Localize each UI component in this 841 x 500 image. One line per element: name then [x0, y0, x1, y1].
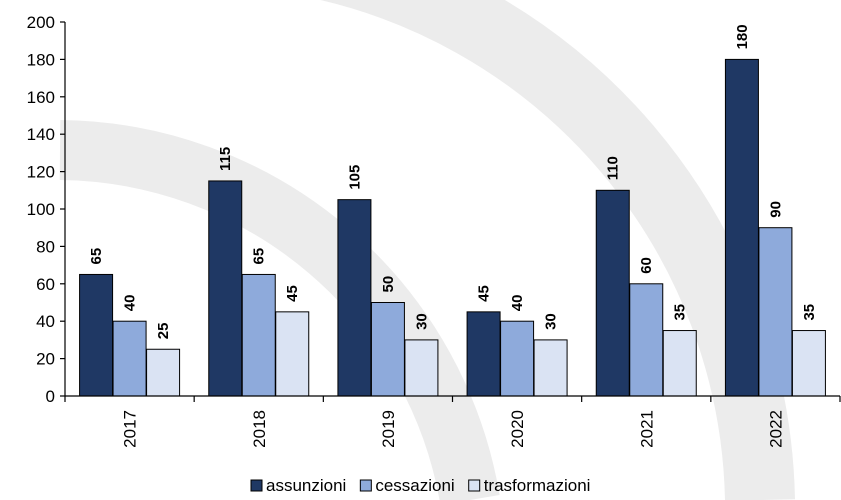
category-label-2018: 2018	[250, 410, 269, 448]
data-label-assunzioni-2019: 105	[346, 165, 363, 190]
bar-cessazioni-2020	[500, 320, 535, 397]
legend-label-cessazioni: cessazioni	[375, 476, 454, 495]
plot-area: 65 40 25 115 65 45 105 50 30 45 40 30 110 60 35 180 90 35	[79, 24, 826, 397]
bar-trasformazioni-2021	[662, 330, 697, 397]
bar-trasformazioni-2017	[146, 348, 181, 397]
y-tick-label: 180	[27, 50, 55, 69]
y-tick-label: 140	[27, 125, 55, 144]
data-label-assunzioni-2021: 110	[605, 156, 622, 180]
bar-assunzioni-2020	[466, 311, 501, 397]
data-label-assunzioni-2017: 65	[88, 248, 105, 265]
legend-swatch-trasformazioni	[468, 479, 481, 492]
bar-cessazioni-2017	[112, 320, 147, 397]
legend: assunzioni cessazioni trasformazioni	[250, 476, 591, 495]
bar-trasformazioni-2022	[791, 330, 826, 397]
bar-assunzioni-2021	[595, 189, 630, 397]
bar-trasformazioni-2020	[533, 339, 568, 397]
data-label-assunzioni-2022: 180	[734, 24, 751, 49]
bar-trasformazioni-2019	[404, 339, 439, 397]
bar-cessazioni-2022	[758, 227, 793, 397]
bar-assunzioni-2017	[79, 273, 114, 397]
y-tick-label: 40	[36, 312, 55, 331]
data-label-cessazioni-2020: 40	[509, 295, 526, 312]
data-label-cessazioni-2018: 65	[251, 248, 268, 265]
data-label-assunzioni-2018: 115	[217, 147, 234, 171]
data-label-cessazioni-2019: 50	[380, 276, 397, 293]
bar-trasformazioni-2018	[275, 311, 310, 397]
legend-label-assunzioni: assunzioni	[266, 476, 346, 495]
data-label-assunzioni-2020: 45	[476, 285, 493, 302]
data-label-trasformazioni-2020: 30	[543, 313, 560, 330]
data-label-cessazioni-2017: 40	[122, 295, 139, 312]
legend-label-trasformazioni: trasformazioni	[484, 476, 591, 495]
y-tick-label: 100	[27, 200, 55, 219]
data-label-trasformazioni-2022: 35	[801, 304, 818, 321]
y-tick-label: 200	[27, 13, 55, 32]
category-label-2020: 2020	[508, 410, 527, 448]
bar-assunzioni-2018	[208, 180, 243, 397]
data-label-trasformazioni-2017: 25	[155, 323, 172, 340]
category-label-2017: 2017	[121, 410, 140, 448]
category-label-2021: 2021	[637, 410, 656, 448]
legend-swatch-assunzioni	[250, 479, 263, 492]
y-axis: 0 20 40 60 80 100 120 140 160 180 200	[27, 13, 66, 406]
category-label-2019: 2019	[379, 410, 398, 448]
data-label-trasformazioni-2018: 45	[284, 285, 301, 302]
y-tick-label: 20	[36, 350, 55, 369]
y-tick-label: 80	[36, 237, 55, 256]
y-tick-label: 60	[36, 275, 55, 294]
bar-assunzioni-2019	[337, 199, 372, 397]
bar-assunzioni-2022	[724, 58, 759, 397]
data-label-cessazioni-2022: 90	[767, 201, 784, 218]
legend-swatch-cessazioni	[359, 479, 372, 492]
category-label-2022: 2022	[766, 410, 785, 448]
data-label-trasformazioni-2021: 35	[672, 304, 689, 321]
watermark-arc-inner	[59, 120, 500, 500]
data-label-cessazioni-2021: 60	[638, 257, 655, 274]
y-tick-label: 0	[46, 387, 55, 406]
x-axis: 2017 2018 2019 2020 2021 2022	[64, 395, 841, 448]
bar-cessazioni-2018	[241, 273, 276, 397]
bar-cessazioni-2019	[370, 302, 405, 397]
data-label-trasformazioni-2019: 30	[413, 313, 430, 330]
bar-cessazioni-2021	[629, 283, 664, 397]
y-tick-label: 160	[27, 88, 55, 107]
y-tick-label: 120	[27, 163, 55, 182]
